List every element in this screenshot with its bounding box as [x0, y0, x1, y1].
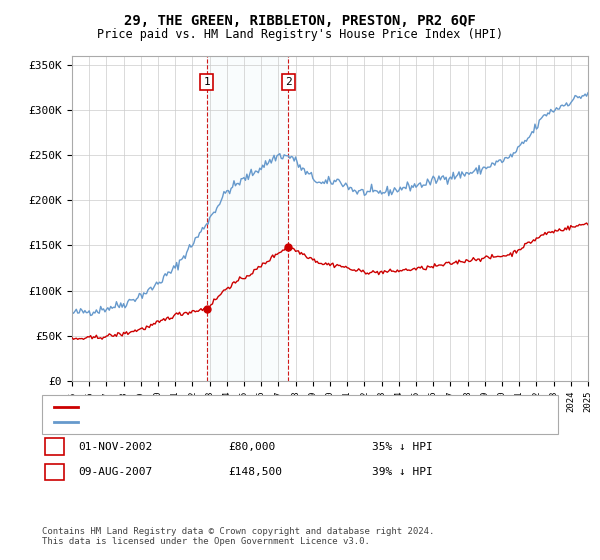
Text: 39% ↓ HPI: 39% ↓ HPI [372, 467, 433, 477]
Bar [206, 56, 289, 381]
Text: £148,500: £148,500 [228, 467, 282, 477]
Text: 35% ↓ HPI: 35% ↓ HPI [372, 442, 433, 452]
Text: 29, THE GREEN, RIBBLETON, PRESTON, PR2 6QF (detached house): 29, THE GREEN, RIBBLETON, PRESTON, PR2 6… [84, 402, 453, 412]
Text: 29, THE GREEN, RIBBLETON, PRESTON, PR2 6QF: 29, THE GREEN, RIBBLETON, PRESTON, PR2 6… [124, 14, 476, 28]
Text: Price paid vs. HM Land Registry's House Price Index (HPI): Price paid vs. HM Land Registry's House … [97, 28, 503, 41]
Text: HPI: Average price, detached house, Preston: HPI: Average price, detached house, Pres… [84, 417, 353, 427]
Text: 2: 2 [285, 77, 292, 87]
Text: Contains HM Land Registry data © Crown copyright and database right 2024.
This d: Contains HM Land Registry data © Crown c… [42, 526, 434, 546]
Text: 2: 2 [51, 467, 58, 477]
Text: 1: 1 [51, 442, 58, 452]
Text: 01-NOV-2002: 01-NOV-2002 [78, 442, 152, 452]
Text: 09-AUG-2007: 09-AUG-2007 [78, 467, 152, 477]
Text: 1: 1 [203, 77, 210, 87]
Text: £80,000: £80,000 [228, 442, 275, 452]
